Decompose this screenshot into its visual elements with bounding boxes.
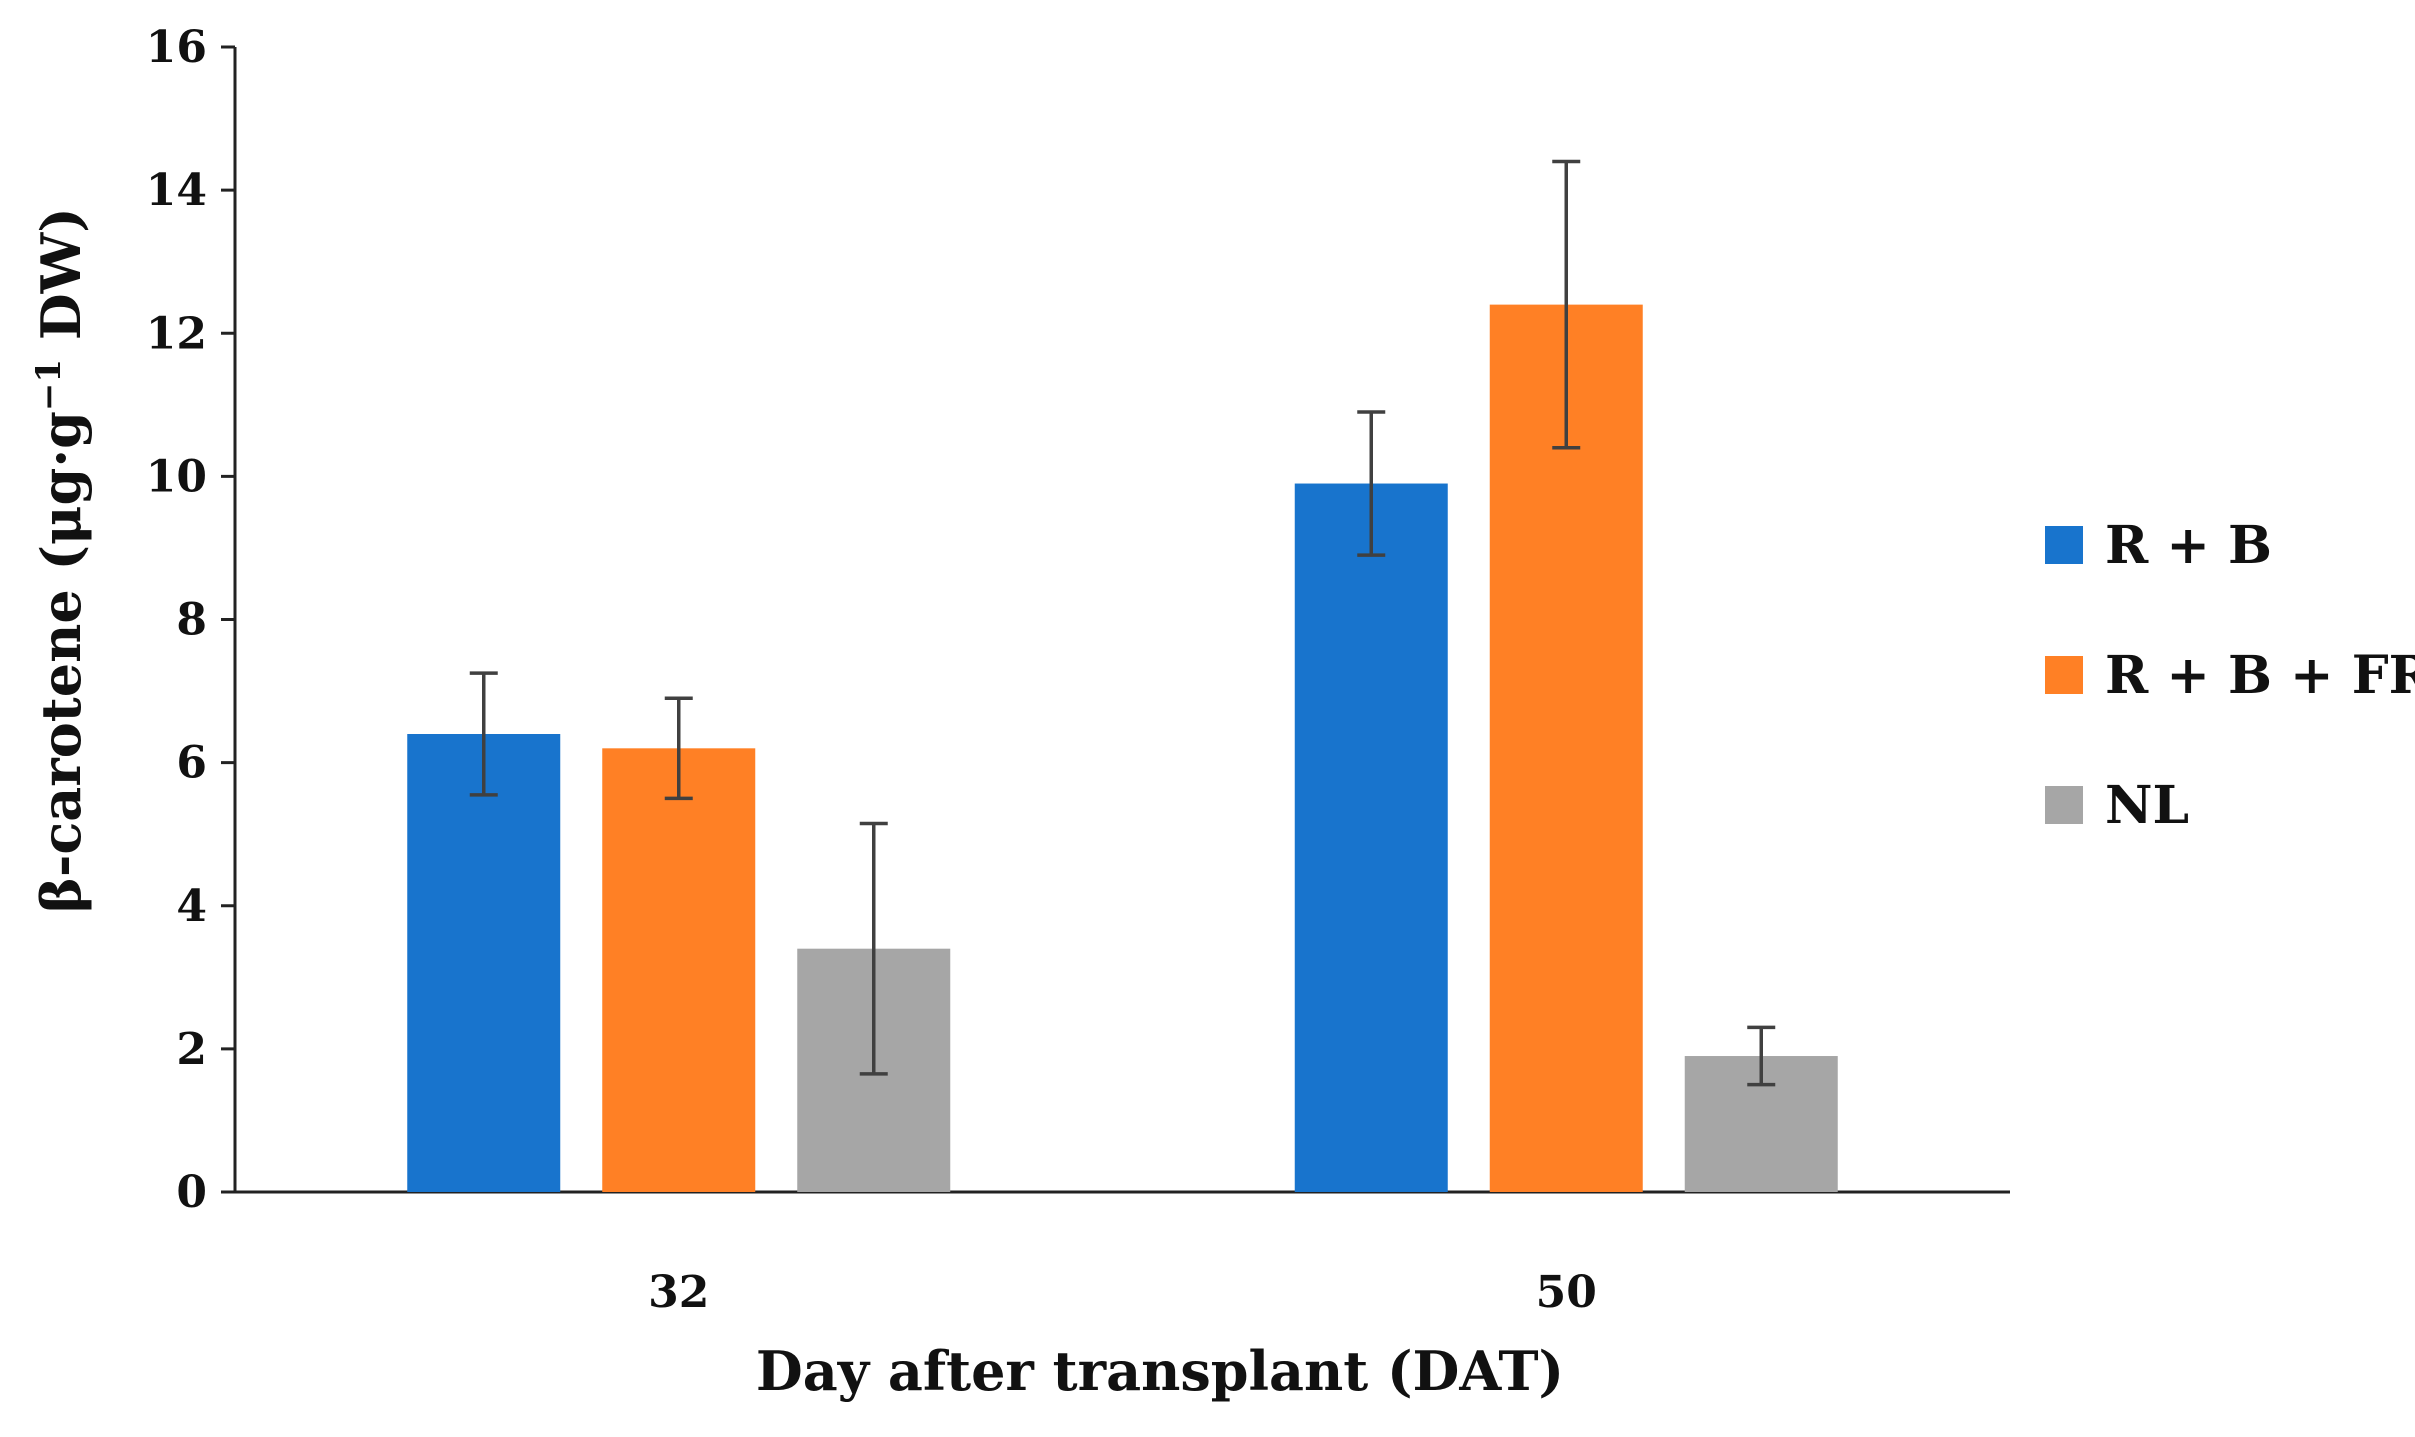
- y-axis-title-main: β-carotene (μg·g: [29, 411, 93, 913]
- legend-label: NL: [2105, 775, 2189, 836]
- y-axis-title-tail: DW): [29, 207, 93, 359]
- y-tick-label: 4: [176, 881, 207, 932]
- legend: R + B R + B + FR NL: [2045, 515, 2415, 836]
- y-axis-title-superscript: −1: [29, 359, 69, 411]
- bars: [407, 304, 1838, 1192]
- bar: [407, 734, 561, 1192]
- y-tick-label: 12: [146, 308, 207, 359]
- y-tick-label: 6: [176, 738, 207, 789]
- bar: [602, 748, 756, 1192]
- y-tick-label: 16: [146, 22, 207, 73]
- bar: [1294, 483, 1448, 1192]
- y-axis: 0 2 4 6 8 10 12 14 16: [146, 22, 237, 1218]
- x-tick-label: 32: [648, 1267, 709, 1318]
- legend-swatch: [2045, 526, 2083, 564]
- x-tick-label: 50: [1536, 1267, 1597, 1318]
- legend-swatch: [2045, 656, 2083, 694]
- legend-swatch: [2045, 786, 2083, 824]
- y-tick-label: 8: [176, 595, 207, 646]
- y-tick-label: 10: [146, 451, 207, 502]
- x-axis: 32 50: [235, 1190, 2010, 1318]
- legend-label: R + B + FR: [2105, 645, 2415, 706]
- y-tick-label: 14: [146, 165, 207, 216]
- y-axis-title: β-carotene (μg·g−1 DW): [29, 207, 93, 913]
- y-tick-label: 2: [176, 1024, 207, 1075]
- y-tick-label: 0: [176, 1167, 207, 1218]
- bar: [1489, 304, 1643, 1192]
- legend-label: R + B: [2105, 515, 2272, 576]
- x-axis-title: Day after transplant (DAT): [756, 1339, 1564, 1403]
- error-bars: [469, 159, 1776, 1087]
